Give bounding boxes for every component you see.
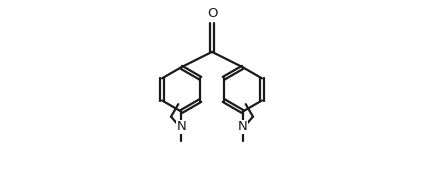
Text: N: N (176, 120, 186, 133)
Text: O: O (207, 8, 217, 20)
Text: N: N (238, 120, 248, 133)
